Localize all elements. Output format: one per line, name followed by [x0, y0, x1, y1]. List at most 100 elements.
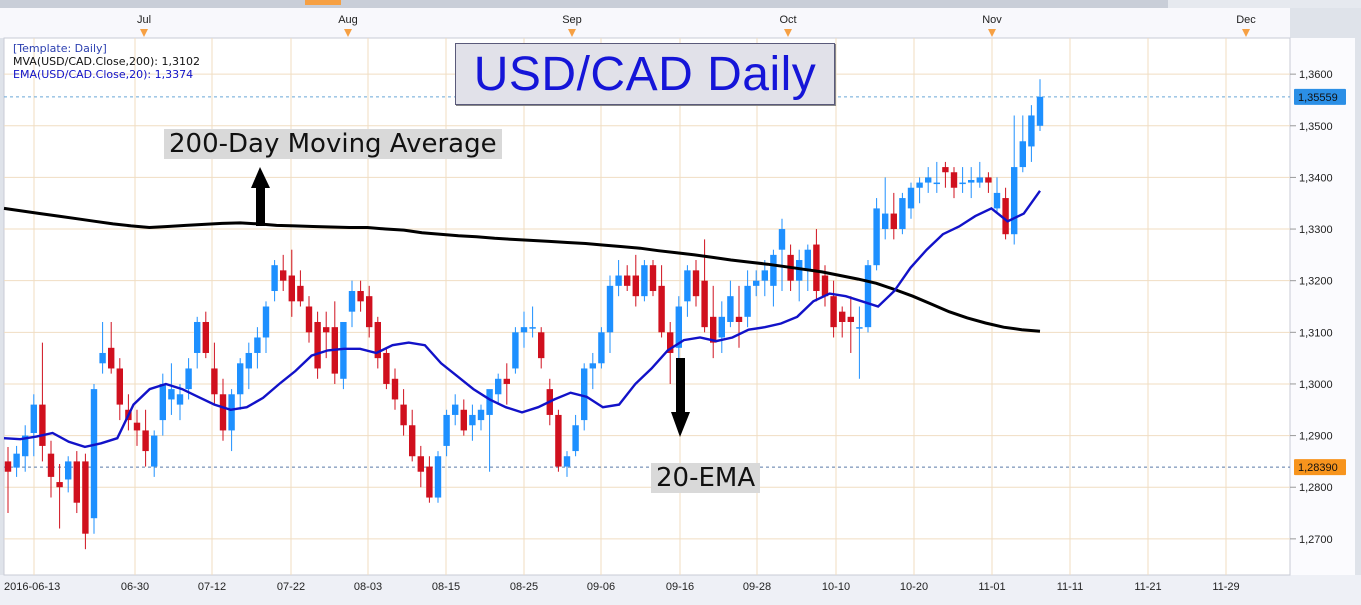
candle-body: [572, 425, 579, 452]
candle-body: [675, 306, 682, 348]
candle-body: [667, 332, 674, 353]
ema20-line: [3, 190, 1041, 449]
candle-body: [933, 182, 940, 185]
candle-body: [65, 461, 72, 480]
ema-arrow: [671, 358, 690, 437]
candle-body: [598, 332, 605, 364]
x-tick-label: 11-01: [978, 581, 1005, 593]
candle-body: [684, 270, 691, 302]
candle-body: [305, 306, 313, 333]
x-tick-label: 07-22: [277, 581, 305, 593]
candle-body: [778, 229, 786, 250]
candle-body: [830, 296, 837, 328]
candle-body: [753, 280, 760, 286]
candle-body: [804, 249, 811, 271]
candle-body: [297, 285, 304, 302]
candle-body: [409, 425, 416, 457]
plot-border: [3, 37, 1291, 576]
y-tick-label: 1,3400: [1299, 172, 1333, 184]
candle-body: [1019, 141, 1026, 168]
candle-body: [159, 383, 166, 421]
x-tick-label: 11-11: [1057, 581, 1084, 593]
month-label: Aug: [338, 14, 358, 26]
candle-body: [839, 311, 846, 322]
candle-body: [254, 337, 261, 353]
candle-body: [692, 270, 700, 297]
candle-body: [211, 368, 218, 395]
toolbar-strip: [0, 0, 1361, 8]
month-label: Sep: [562, 14, 582, 26]
plot-area: [4, 38, 1290, 575]
x-tick-label: 11-29: [1212, 581, 1239, 593]
x-tick-labels: 2016-06-13 06-30 07-12 07-22 08-03 08-15 08-25…: [4, 581, 1240, 593]
price-axis: [1290, 38, 1355, 575]
x-tick-label: 08-15: [432, 581, 460, 593]
candle-body: [348, 291, 356, 312]
candle-body: [133, 422, 141, 431]
candle-body: [219, 394, 227, 431]
candle-body: [589, 363, 596, 369]
candle-body: [718, 316, 725, 338]
month-marker: [344, 29, 352, 37]
candle-body: [13, 453, 20, 468]
candle-body: [916, 182, 923, 188]
candle-body: [512, 332, 519, 369]
month-marker: [988, 29, 996, 37]
candle-body: [116, 368, 123, 405]
month-label: Nov: [982, 14, 1002, 26]
month-strip: [0, 8, 1290, 38]
candle-body: [323, 327, 330, 333]
candle-body: [434, 456, 442, 498]
candle-body: [271, 265, 278, 292]
y-tick-label: 1,3100: [1299, 327, 1333, 339]
candle-body: [1002, 198, 1009, 235]
candle-body: [30, 404, 37, 434]
template-label: [Template: Daily]: [13, 42, 107, 55]
candle-body: [529, 327, 536, 329]
candle-body: [366, 296, 373, 328]
time-axis: [0, 575, 1361, 605]
candle-body: [701, 280, 708, 328]
candle-body: [340, 321, 347, 379]
candle-body: [176, 394, 184, 405]
candle-body: [770, 254, 777, 286]
candle-body: [151, 435, 158, 467]
price-tag-box: [1294, 459, 1346, 476]
candle-body: [744, 285, 751, 317]
y-tick-label: 1,2900: [1299, 431, 1333, 443]
candle-body: [228, 394, 235, 431]
candle-body: [606, 285, 614, 333]
indicator-legend: [Template: Daily] MVA(USD/CAD.Close,200)…: [13, 42, 200, 81]
candle-body: [495, 378, 502, 395]
scroll-thumb[interactable]: [305, 0, 341, 5]
candle-body: [847, 316, 854, 322]
candle-body: [942, 167, 949, 173]
candle-body: [976, 177, 983, 183]
candle-body: [288, 275, 295, 302]
y-tick-label: 1,3300: [1299, 224, 1333, 236]
candle-body: [873, 208, 880, 266]
candle-body: [99, 352, 106, 364]
y-tick-label: 1,2700: [1299, 534, 1333, 546]
price-tag-label: 1,35559: [1298, 92, 1338, 104]
candle-body: [168, 389, 175, 400]
candle-body: [959, 182, 966, 185]
candle-body: [761, 270, 768, 281]
x-tick-label: 07-12: [198, 581, 226, 593]
candle-body: [710, 316, 717, 343]
candle-body: [56, 482, 63, 488]
candle-body: [314, 321, 321, 369]
candle-body: [400, 404, 407, 426]
month-marker: [568, 29, 576, 37]
y-tick-label: 1,3500: [1299, 121, 1333, 133]
candle-body: [632, 275, 639, 297]
candle-body: [22, 435, 29, 457]
candle-body: [1028, 115, 1035, 147]
candle-body: [796, 260, 803, 281]
candle-body: [237, 363, 244, 395]
candle-body: [357, 291, 364, 302]
y-tick-labels: 1,3600 1,3500 1,3400 1,3300 1,3200 1,3100 1,30…: [1299, 69, 1333, 546]
candle-body: [882, 213, 889, 230]
